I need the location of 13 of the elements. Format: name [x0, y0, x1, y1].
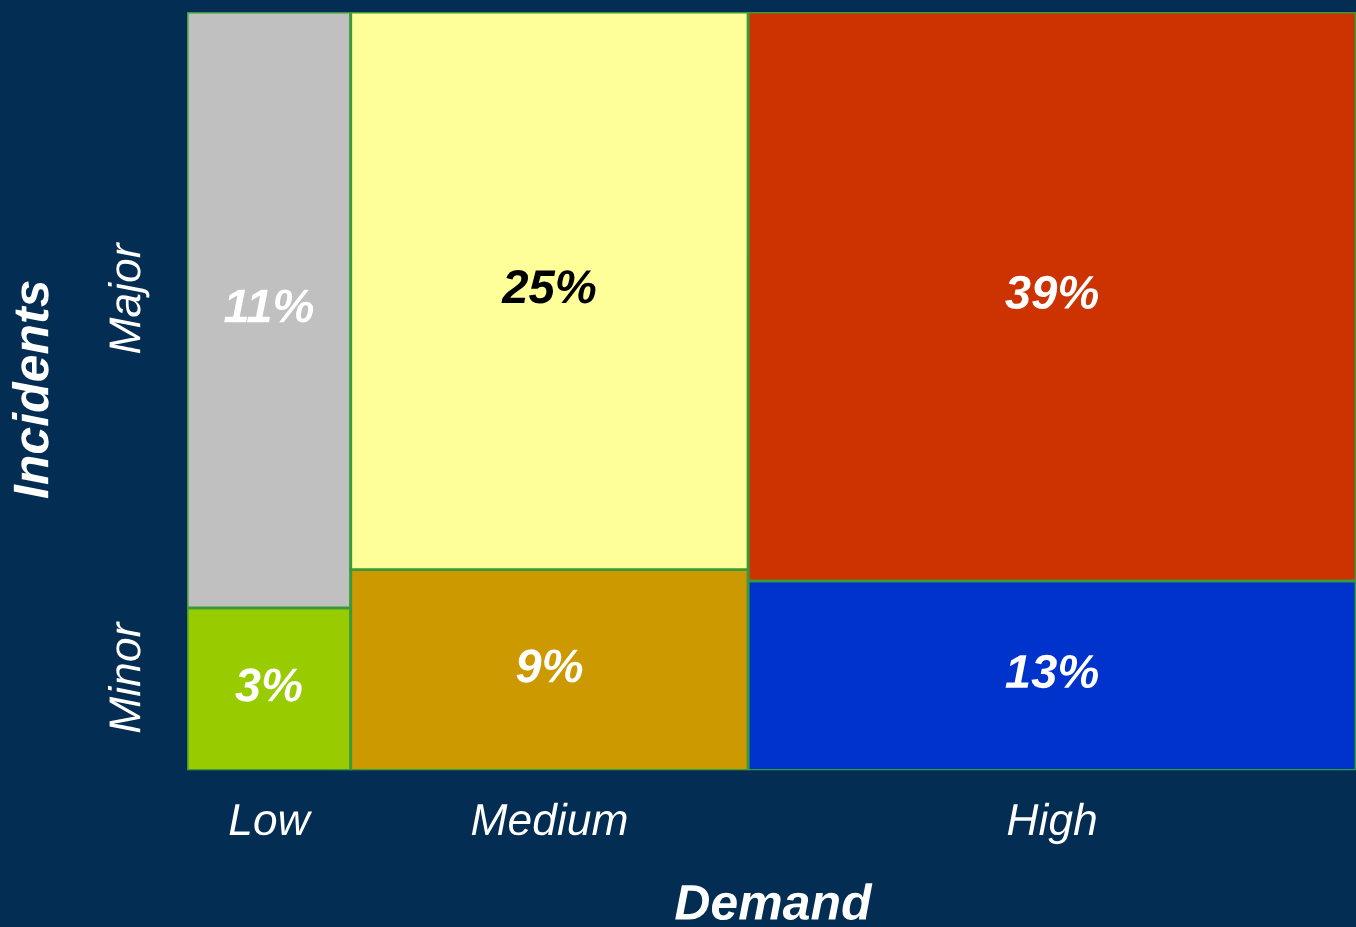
- text: Major: [107, 241, 150, 354]
- text: Incidents: [11, 281, 49, 499]
- data-label: 11%: [224, 289, 314, 323]
- category-label: Medium: [471, 802, 627, 836]
- category-label: Low: [229, 804, 313, 836]
- category-label: High: [1007, 802, 1096, 845]
- text: Demand: [675, 883, 873, 921]
- data-label: 3%: [235, 668, 302, 702]
- data-label: 39%: [1005, 275, 1099, 310]
- data-label: 9%: [516, 649, 583, 683]
- text: Minor: [107, 621, 141, 733]
- data-label: 13%: [1005, 654, 1099, 689]
- data-label: 25%: [501, 270, 596, 304]
